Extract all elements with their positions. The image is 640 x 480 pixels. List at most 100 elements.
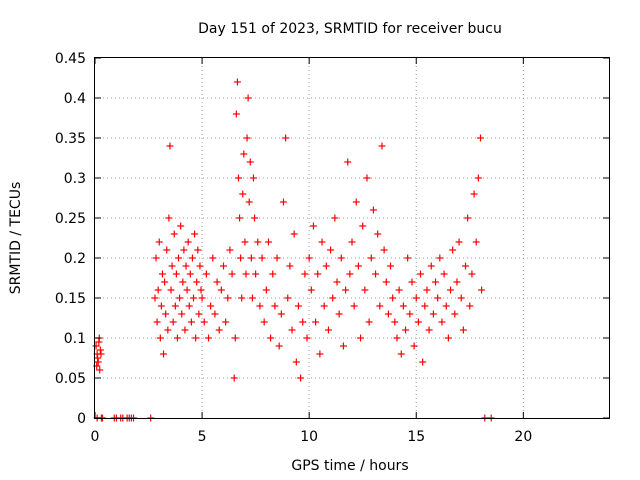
data-point xyxy=(161,278,169,286)
data-point xyxy=(389,294,397,302)
data-point xyxy=(312,318,320,326)
data-point xyxy=(230,374,238,382)
data-point xyxy=(404,254,412,262)
x-axis-label: GPS time / hours xyxy=(291,458,408,474)
data-point xyxy=(342,286,350,294)
data-point xyxy=(307,286,315,294)
data-point xyxy=(457,294,465,302)
data-point xyxy=(393,334,401,342)
ticks-layer: 0 0.05 0.1 0.15 0.2 0.25 0.3 0.35 0.4 0.45 0 5 10 15 2… xyxy=(55,51,609,445)
data-point xyxy=(190,294,198,302)
data-point xyxy=(95,338,103,346)
data-point xyxy=(226,246,234,254)
data-point xyxy=(239,190,247,198)
data-point xyxy=(157,302,165,310)
data-point xyxy=(305,254,313,262)
data-point xyxy=(254,238,262,246)
data-point xyxy=(237,254,245,262)
data-point xyxy=(380,246,388,254)
data-point xyxy=(242,270,250,278)
data-point xyxy=(97,350,105,358)
y-tick-label: 0.35 xyxy=(55,131,86,147)
data-point xyxy=(408,278,416,286)
data-point xyxy=(241,238,249,246)
data-point xyxy=(442,302,450,310)
data-point xyxy=(425,326,433,334)
data-point xyxy=(290,230,298,238)
data-point xyxy=(194,246,202,254)
data-point xyxy=(260,318,268,326)
data-point xyxy=(165,214,173,222)
data-point xyxy=(294,302,302,310)
y-tick-label: 0.05 xyxy=(55,371,86,387)
data-point xyxy=(177,222,185,230)
data-point xyxy=(462,262,470,270)
data-point xyxy=(402,326,410,334)
data-point xyxy=(224,294,232,302)
data-point xyxy=(185,302,193,310)
data-point xyxy=(369,206,377,214)
data-point xyxy=(301,270,309,278)
data-point xyxy=(217,286,225,294)
data-point xyxy=(233,78,241,86)
data-point xyxy=(195,310,203,318)
data-point xyxy=(451,310,459,318)
data-point xyxy=(459,326,467,334)
data-point xyxy=(464,214,472,222)
points-layer xyxy=(92,78,495,422)
data-point xyxy=(455,238,463,246)
data-point xyxy=(209,254,217,262)
data-point xyxy=(361,286,369,294)
data-point xyxy=(262,286,270,294)
data-point xyxy=(410,342,418,350)
data-point xyxy=(264,238,272,246)
data-point xyxy=(186,270,194,278)
data-point xyxy=(472,238,480,246)
data-point xyxy=(453,278,461,286)
data-point xyxy=(181,326,189,334)
data-point xyxy=(434,294,442,302)
data-point xyxy=(376,302,384,310)
data-point xyxy=(421,302,429,310)
data-point xyxy=(211,310,219,318)
data-point xyxy=(327,246,335,254)
data-point xyxy=(247,254,255,262)
data-point xyxy=(240,150,248,158)
data-point xyxy=(333,278,341,286)
data-point xyxy=(196,262,204,270)
data-point xyxy=(279,198,287,206)
data-point xyxy=(258,254,266,262)
data-point xyxy=(267,334,275,342)
data-point xyxy=(158,270,166,278)
data-point xyxy=(466,302,474,310)
x-tick-label: 15 xyxy=(407,429,425,445)
data-point xyxy=(449,246,457,254)
data-point xyxy=(167,286,175,294)
data-point xyxy=(423,286,431,294)
data-point xyxy=(303,334,311,342)
data-point xyxy=(367,254,375,262)
data-point xyxy=(269,270,277,278)
data-point xyxy=(378,142,386,150)
data-point xyxy=(292,358,300,366)
data-point xyxy=(215,326,223,334)
data-point xyxy=(234,174,242,182)
data-point xyxy=(339,342,347,350)
data-point xyxy=(399,302,407,310)
data-point xyxy=(175,254,183,262)
data-point xyxy=(344,158,352,166)
data-point xyxy=(322,262,330,270)
data-point xyxy=(406,310,414,318)
data-point xyxy=(372,270,380,278)
data-point xyxy=(178,310,186,318)
data-point xyxy=(200,318,208,326)
data-point xyxy=(252,270,260,278)
data-point xyxy=(447,286,455,294)
data-point xyxy=(182,262,190,270)
data-point xyxy=(180,246,188,254)
data-point xyxy=(207,302,215,310)
data-point xyxy=(477,134,484,142)
data-point xyxy=(236,214,244,222)
data-point xyxy=(318,238,326,246)
